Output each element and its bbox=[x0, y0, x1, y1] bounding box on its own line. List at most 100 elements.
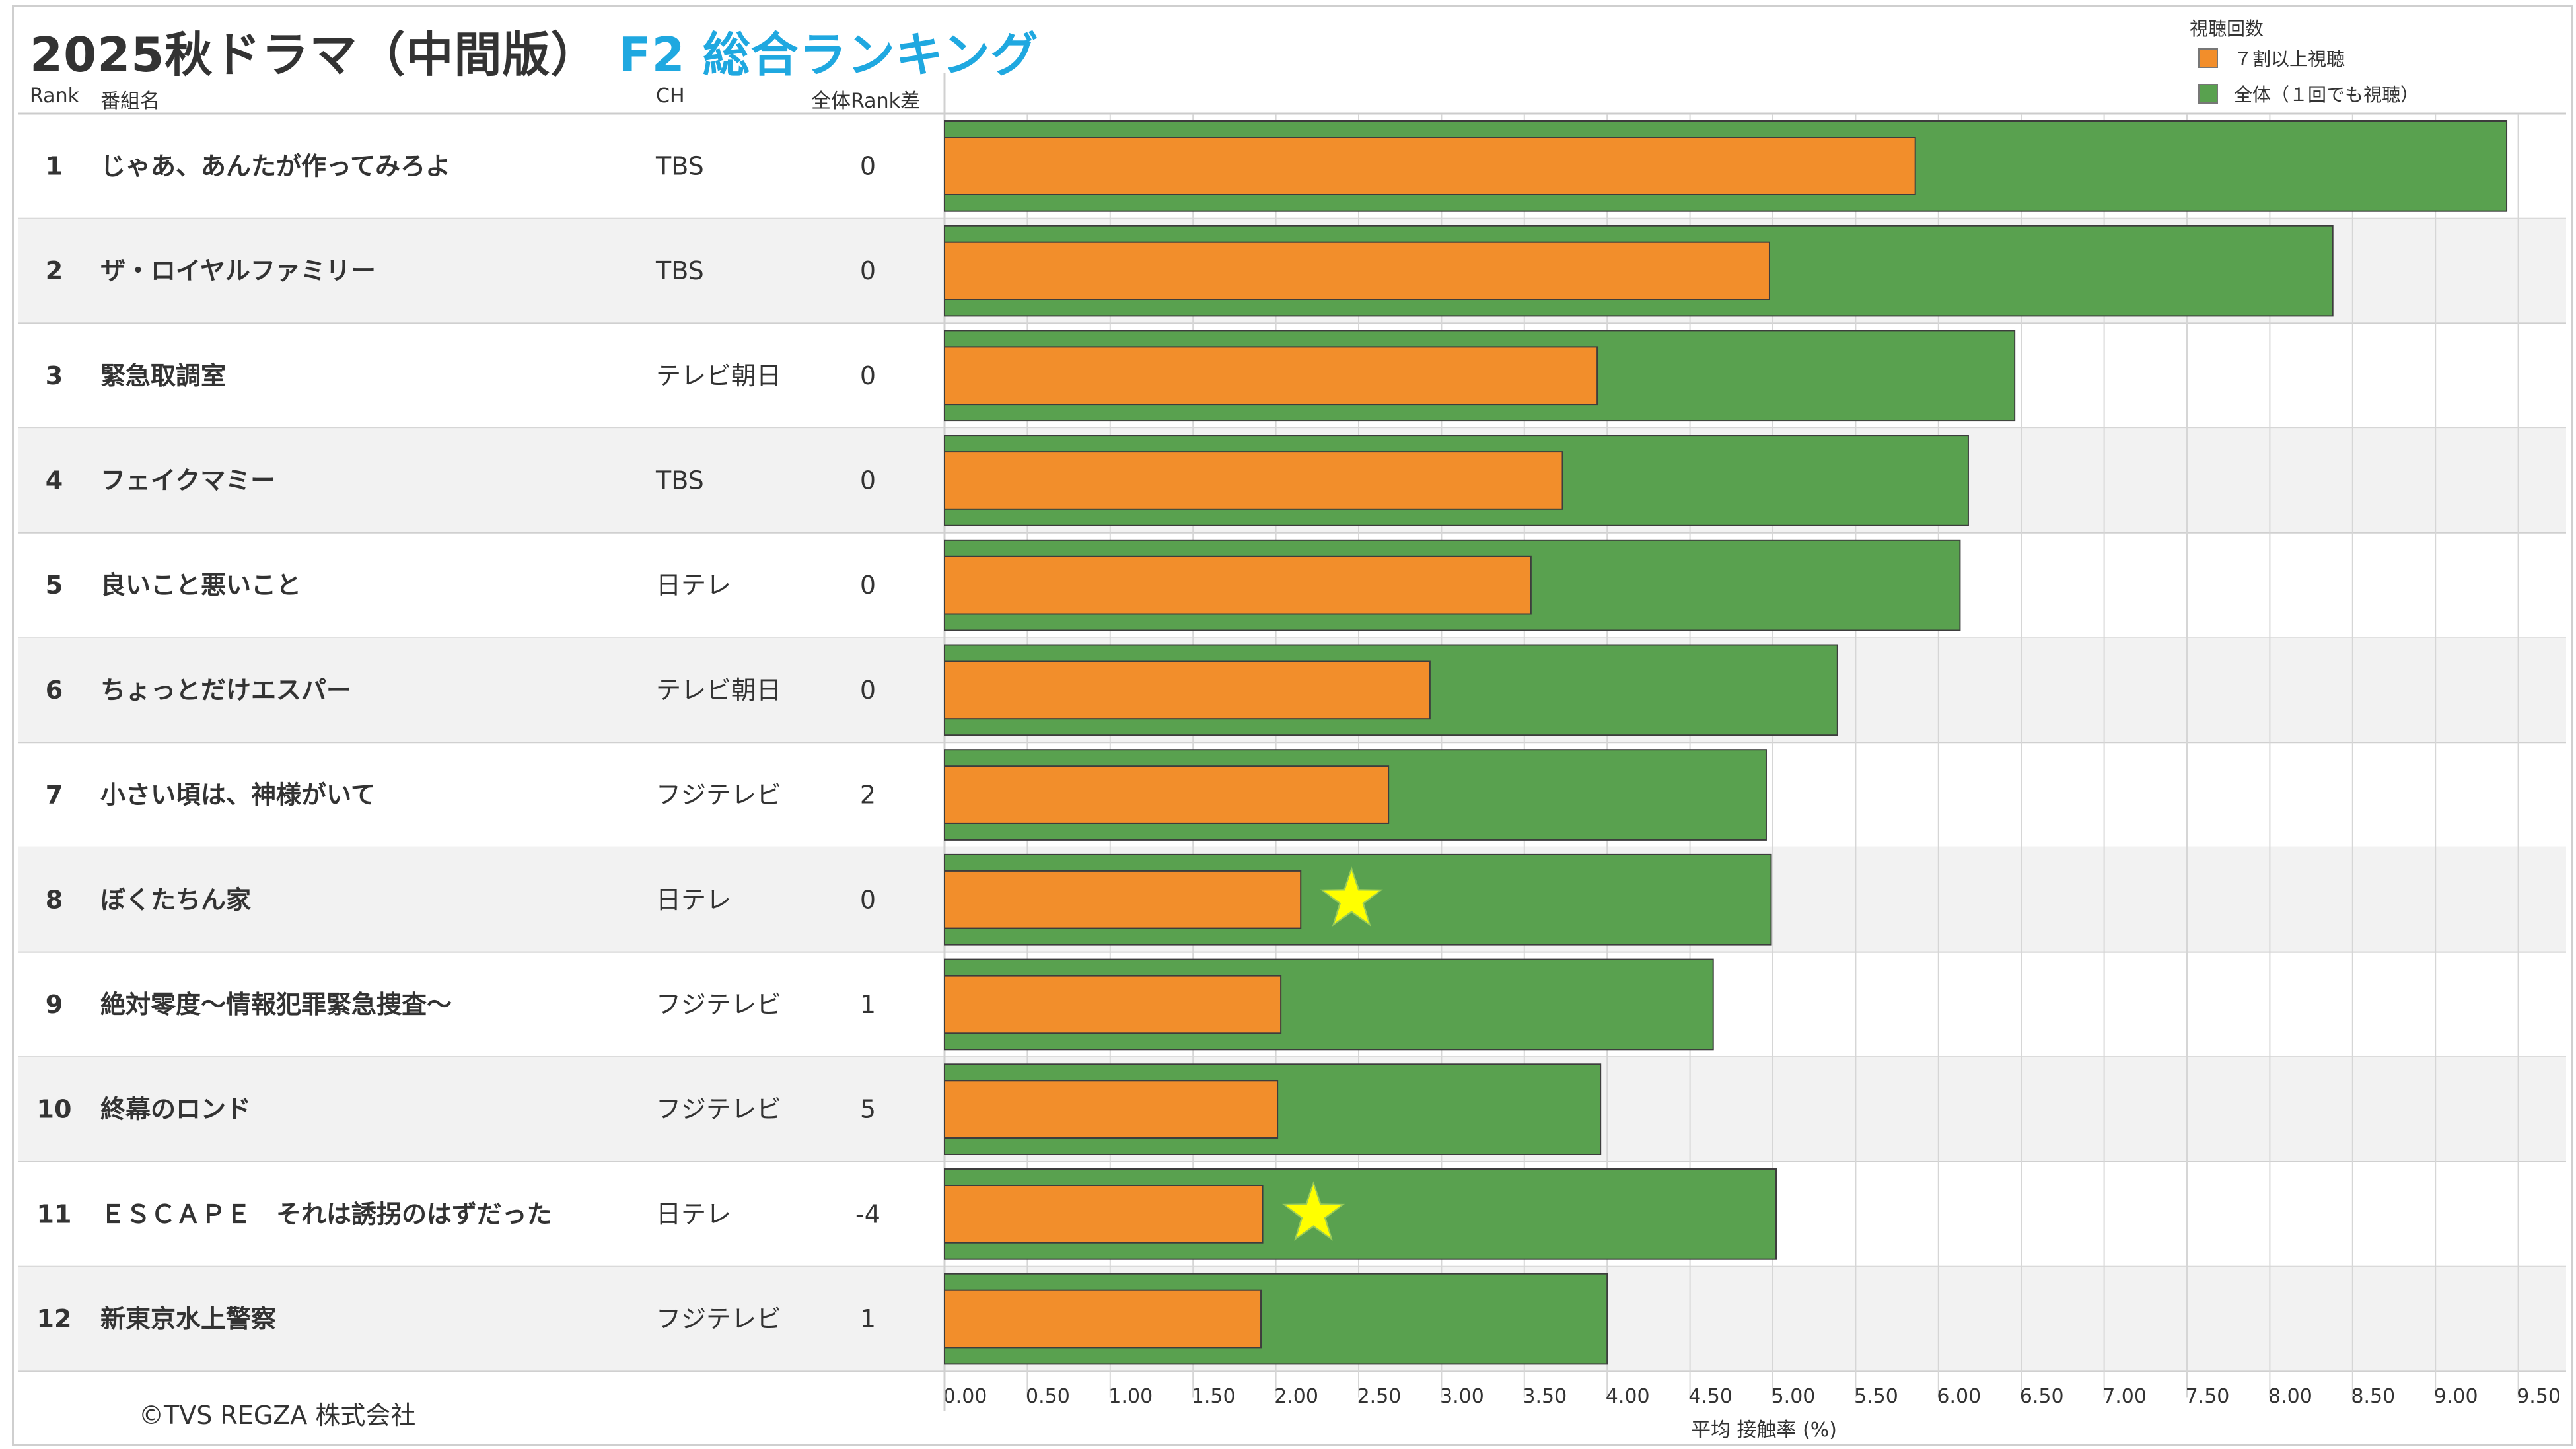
bar-seventy bbox=[944, 765, 1390, 824]
rank-diff-cell: 0 bbox=[860, 361, 876, 390]
rank-diff-cell: 1 bbox=[860, 990, 876, 1019]
rank-diff-cell: 5 bbox=[860, 1095, 876, 1124]
x-tick-label: 6.50 bbox=[2020, 1385, 2064, 1408]
channel-cell: 日テレ bbox=[656, 885, 731, 914]
channel-cell: 日テレ bbox=[656, 1199, 731, 1228]
channel-cell: フジテレビ bbox=[656, 1304, 781, 1333]
rank-diff-cell: -4 bbox=[855, 1199, 880, 1228]
chart-frame bbox=[12, 5, 2573, 1446]
channel-cell: TBS bbox=[655, 466, 704, 495]
program-cell: ＥＳＣＡＰＥ それは誘拐のはずだった bbox=[100, 1199, 552, 1228]
program-cell: フェイクマミー bbox=[100, 466, 275, 495]
channel-cell: テレビ朝日 bbox=[656, 361, 781, 390]
legend-swatch-orange bbox=[2198, 48, 2218, 68]
title-sub: F2 総合ランキング bbox=[618, 27, 1039, 83]
rank-cell: 1 bbox=[46, 151, 63, 180]
rank-diff-cell: 0 bbox=[860, 256, 876, 285]
program-cell: 小さい頃は、神様がいて bbox=[100, 781, 376, 810]
header-channel: CH bbox=[656, 85, 685, 108]
bar-seventy bbox=[944, 975, 1282, 1034]
header-rank: Rank bbox=[30, 85, 79, 108]
bar-seventy bbox=[944, 241, 1770, 300]
channel-cell: フジテレビ bbox=[656, 781, 781, 810]
rank-cell: 7 bbox=[46, 781, 63, 810]
bar-seventy bbox=[944, 346, 1598, 406]
rank-diff-cell: 0 bbox=[860, 885, 876, 914]
bar-seventy bbox=[944, 660, 1431, 720]
header-program: 番組名 bbox=[100, 90, 160, 113]
rank-cell: 4 bbox=[46, 466, 63, 495]
bar-seventy bbox=[944, 451, 1563, 510]
x-tick-label: 4.00 bbox=[1606, 1385, 1650, 1408]
rank-cell: 2 bbox=[46, 256, 63, 285]
rank-diff-cell: 0 bbox=[860, 466, 876, 495]
channel-cell: フジテレビ bbox=[656, 1095, 781, 1124]
x-tick-label: 5.00 bbox=[1771, 1385, 1816, 1408]
x-tick-label: 1.50 bbox=[1192, 1385, 1236, 1408]
legend-swatch-green bbox=[2198, 84, 2218, 104]
x-tick-label: 6.00 bbox=[1937, 1385, 1981, 1408]
x-tick-label: 0.00 bbox=[943, 1385, 987, 1408]
program-cell: 終幕のロンド bbox=[100, 1095, 251, 1124]
rank-diff-cell: 0 bbox=[860, 676, 876, 705]
bar-seventy bbox=[944, 870, 1302, 929]
program-cell: 新東京水上警察 bbox=[100, 1304, 276, 1333]
star-icon bbox=[1285, 1185, 1342, 1238]
rank-diff-cell: 0 bbox=[860, 571, 876, 600]
x-tick-label: 3.00 bbox=[1440, 1385, 1484, 1408]
program-cell: ぼくたちん家 bbox=[100, 885, 251, 914]
x-tick-label: 2.50 bbox=[1357, 1385, 1402, 1408]
bar-seventy bbox=[944, 1080, 1279, 1139]
copyright: ©TVS REGZA 株式会社 bbox=[139, 1401, 416, 1430]
page-title: 2025秋ドラマ（中間版） F2 総合ランキング bbox=[30, 16, 1039, 85]
program-cell: じゃあ、あんたが作ってみろよ bbox=[100, 151, 450, 180]
rank-diff-cell: 0 bbox=[860, 151, 876, 180]
header-rank-diff: 全体Rank差 bbox=[811, 90, 920, 113]
x-tick-label: 7.50 bbox=[2186, 1385, 2230, 1408]
program-cell: ちょっとだけエスパー bbox=[100, 676, 351, 705]
x-tick-label: 4.50 bbox=[1688, 1385, 1733, 1408]
channel-cell: TBS bbox=[655, 151, 704, 180]
x-tick-label: 9.50 bbox=[2517, 1385, 2561, 1408]
rank-diff-cell: 2 bbox=[860, 781, 876, 810]
channel-cell: テレビ朝日 bbox=[656, 676, 781, 705]
x-tick-label: 8.50 bbox=[2351, 1385, 2395, 1408]
legend-title: 視聴回数 bbox=[2190, 18, 2264, 40]
channel-cell: TBS bbox=[655, 256, 704, 285]
x-tick-label: 8.00 bbox=[2268, 1385, 2312, 1408]
x-tick-label: 3.50 bbox=[1522, 1385, 1567, 1408]
program-cell: 絶対零度～情報犯罪緊急捜査～ bbox=[100, 990, 452, 1019]
bar-seventy bbox=[944, 1185, 1264, 1244]
program-cell: 良いこと悪いこと bbox=[100, 571, 301, 600]
rank-cell: 10 bbox=[37, 1095, 72, 1124]
program-cell: ザ・ロイヤルファミリー bbox=[100, 256, 376, 285]
program-cell: 緊急取調室 bbox=[100, 361, 226, 390]
x-tick-label: 5.50 bbox=[1854, 1385, 1898, 1408]
x-tick-label: 7.00 bbox=[2102, 1385, 2147, 1408]
rank-cell: 8 bbox=[46, 885, 63, 914]
bar-seventy bbox=[944, 555, 1532, 615]
legend-label-overall: 全体（１回でも視聴） bbox=[2234, 84, 2419, 106]
legend-item-overall: 全体（１回でも視聴） bbox=[2198, 81, 2419, 107]
legend-item-seventy: ７割以上視聴 bbox=[2198, 45, 2345, 71]
channel-cell: 日テレ bbox=[656, 571, 731, 600]
bar-seventy bbox=[944, 137, 1916, 195]
rank-cell: 6 bbox=[46, 676, 63, 705]
x-axis-title: 平均 接触率 (%) bbox=[1691, 1419, 1837, 1442]
channel-cell: フジテレビ bbox=[656, 990, 781, 1019]
rank-cell: 9 bbox=[46, 990, 63, 1019]
rank-cell: 12 bbox=[37, 1304, 72, 1333]
star-icon bbox=[1324, 870, 1380, 923]
x-tick-label: 1.00 bbox=[1108, 1385, 1153, 1408]
x-tick-label: 9.00 bbox=[2434, 1385, 2478, 1408]
title-main: 2025秋ドラマ（中間版） bbox=[30, 27, 599, 83]
rank-cell: 3 bbox=[46, 361, 63, 390]
rank-cell: 11 bbox=[37, 1199, 72, 1228]
rank-cell: 5 bbox=[46, 571, 63, 600]
legend-label-seventy: ７割以上視聴 bbox=[2234, 48, 2345, 70]
rank-diff-cell: 1 bbox=[860, 1304, 876, 1333]
bar-seventy bbox=[944, 1289, 1262, 1349]
x-tick-label: 2.00 bbox=[1274, 1385, 1318, 1408]
x-tick-label: 0.50 bbox=[1026, 1385, 1070, 1408]
